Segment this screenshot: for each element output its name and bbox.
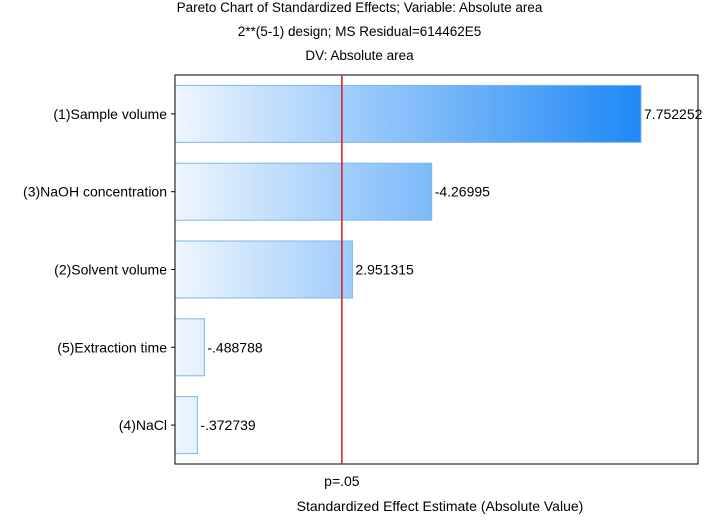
- value-label: 7.752252: [644, 106, 703, 122]
- bar: [174, 396, 198, 455]
- value-label: -4.26995: [435, 184, 490, 200]
- plot-frame: [174, 74, 699, 465]
- x-axis-label: Standardized Effect Estimate (Absolute V…: [296, 498, 584, 514]
- value-label: 2.951315: [355, 262, 414, 278]
- category-label: (3)NaOH concentration: [23, 184, 167, 200]
- category-label: (4)NaCl: [119, 417, 167, 433]
- value-label: -.488788: [207, 339, 262, 355]
- bar: [174, 240, 353, 299]
- chart-title-line-1: Pareto Chart of Standardized Effects; Va…: [176, 0, 543, 15]
- bar: [174, 162, 433, 221]
- bar: [174, 84, 642, 143]
- bar: [174, 318, 205, 377]
- chart-title-line-3: DV: Absolute area: [305, 48, 414, 63]
- category-label: (5)Extraction time: [57, 339, 167, 355]
- category-label: (2)Solvent volume: [54, 262, 167, 278]
- category-label: (1)Sample volume: [53, 106, 167, 122]
- value-label: -.372739: [200, 417, 255, 433]
- significance-label: p=.05: [324, 473, 360, 489]
- chart-title-line-2: 2**(5-1) design; MS Residual=614462E5: [237, 24, 482, 39]
